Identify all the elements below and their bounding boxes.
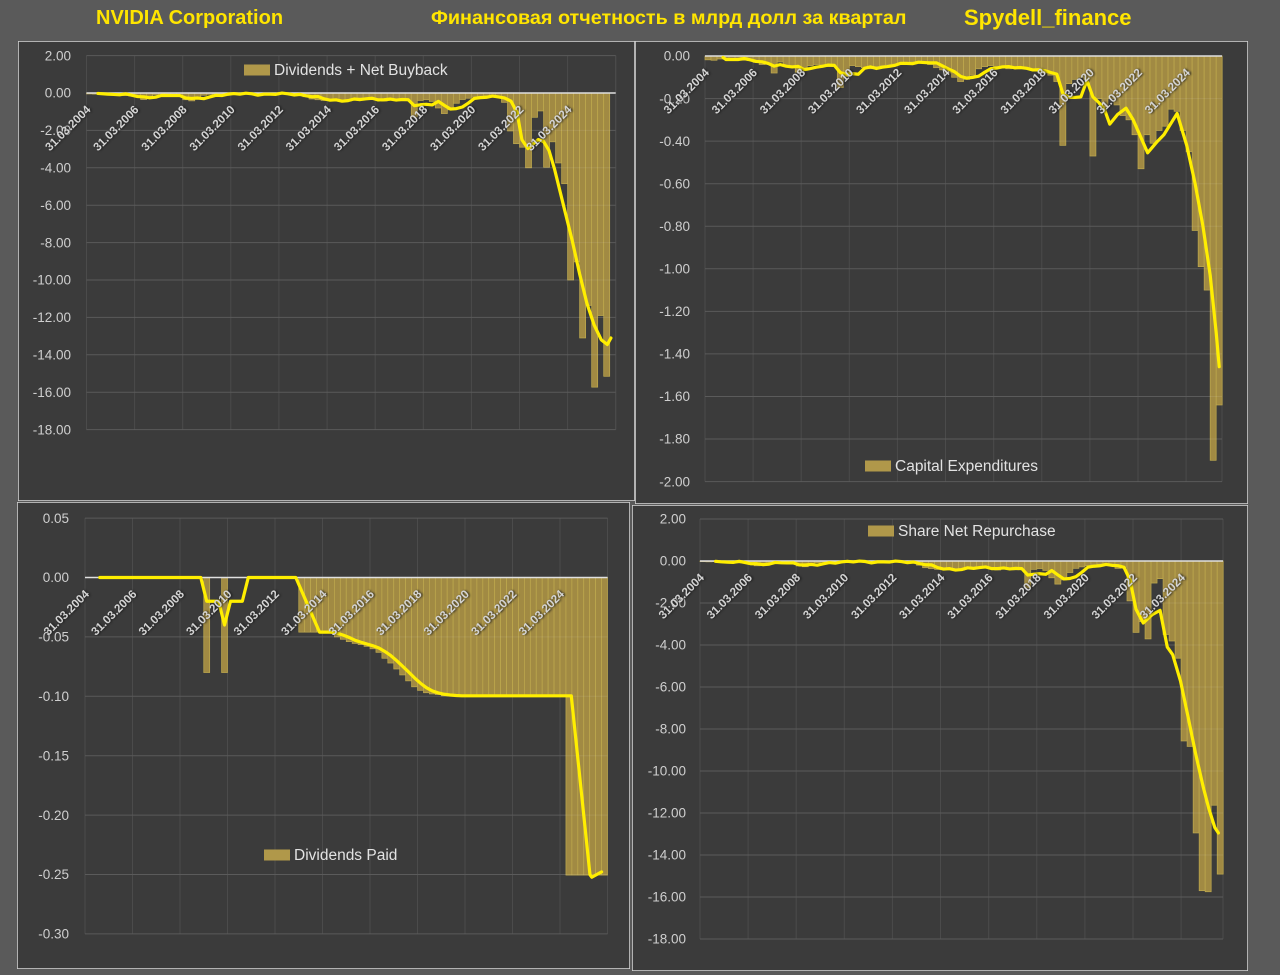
svg-text:Capital Expenditures: Capital Expenditures	[895, 458, 1038, 475]
svg-text:-18.00: -18.00	[33, 422, 71, 437]
svg-text:-8.00: -8.00	[655, 722, 686, 737]
svg-text:-0.15: -0.15	[38, 748, 69, 763]
svg-text:-0.20: -0.20	[659, 91, 690, 106]
svg-text:-10.00: -10.00	[648, 764, 686, 779]
svg-text:-0.25: -0.25	[38, 867, 69, 882]
svg-text:-16.00: -16.00	[648, 890, 686, 905]
svg-text:2.00: 2.00	[45, 48, 71, 63]
svg-text:-6.00: -6.00	[655, 680, 686, 695]
svg-text:-1.00: -1.00	[659, 262, 690, 277]
svg-text:-18.00: -18.00	[648, 932, 686, 947]
svg-text:2.00: 2.00	[660, 512, 686, 527]
svg-text:-10.00: -10.00	[33, 273, 71, 288]
svg-text:-16.00: -16.00	[33, 385, 71, 400]
svg-text:-0.30: -0.30	[38, 927, 69, 942]
svg-text:-0.05: -0.05	[38, 630, 69, 645]
svg-text:0.00: 0.00	[45, 86, 71, 101]
svg-text:-0.20: -0.20	[38, 808, 69, 823]
svg-text:0.00: 0.00	[43, 570, 69, 585]
svg-text:-1.40: -1.40	[659, 347, 690, 362]
svg-text:0.00: 0.00	[664, 49, 690, 64]
svg-text:-6.00: -6.00	[40, 198, 71, 213]
svg-text:Share Net Repurchase: Share Net Repurchase	[898, 523, 1056, 540]
svg-text:-0.60: -0.60	[659, 176, 690, 191]
svg-text:-4.00: -4.00	[40, 161, 71, 176]
svg-text:0.00: 0.00	[660, 554, 686, 569]
svg-text:-12.00: -12.00	[648, 806, 686, 821]
svg-text:-2.00: -2.00	[655, 596, 686, 611]
svg-text:-2.00: -2.00	[40, 123, 71, 138]
svg-text:-14.00: -14.00	[33, 348, 71, 363]
svg-text:Dividends Paid: Dividends Paid	[294, 847, 397, 864]
svg-text:Dividends + Net Buyback: Dividends + Net Buyback	[274, 62, 448, 79]
svg-text:-1.60: -1.60	[659, 389, 690, 404]
svg-text:-1.80: -1.80	[659, 432, 690, 447]
svg-text:-2.00: -2.00	[659, 474, 690, 489]
svg-text:-12.00: -12.00	[33, 310, 71, 325]
svg-text:-14.00: -14.00	[648, 848, 686, 863]
svg-text:-4.00: -4.00	[655, 638, 686, 653]
svg-text:-0.10: -0.10	[38, 689, 69, 704]
svg-text:-0.40: -0.40	[659, 134, 690, 149]
svg-text:-8.00: -8.00	[40, 235, 71, 250]
svg-text:0.05: 0.05	[43, 511, 69, 526]
svg-text:-1.20: -1.20	[659, 304, 690, 319]
svg-text:-0.80: -0.80	[659, 219, 690, 234]
